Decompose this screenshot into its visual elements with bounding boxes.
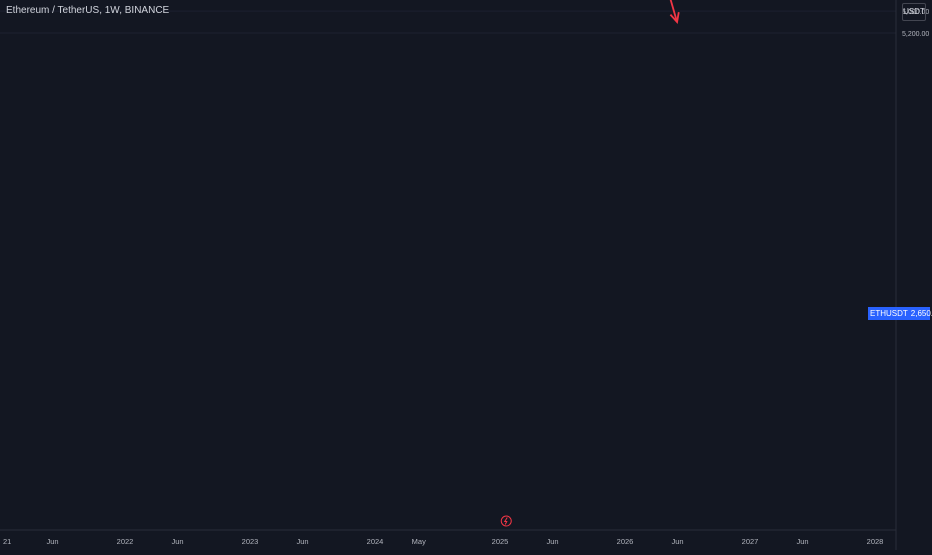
time-axis-label: 2024 [367,537,384,546]
time-axis-label: 2023 [242,537,259,546]
flash-icon[interactable] [500,515,512,527]
time-axis-label: Jun [796,537,808,546]
time-axis-label: 2027 [742,537,759,546]
time-axis-label: 2025 [492,537,509,546]
time-axis-label: 2028 [867,537,884,546]
time-axis-label: 21 [3,537,11,546]
currency-selector[interactable]: USDT [902,3,926,21]
time-axis-label: Jun [546,537,558,546]
time-axis-label: Jun [671,537,683,546]
last-price-symbol: ETHUSDT [870,309,908,318]
time-axis-label: 2022 [117,537,134,546]
time-axis-label: Jun [296,537,308,546]
symbol-title[interactable]: Ethereum / TetherUS, 1W, BINANCE [6,5,170,16]
price-axis-label: 5,200.00 [902,31,929,38]
last-price-value: 2,650.99 [910,309,932,318]
time-axis-label: Jun [171,537,183,546]
time-axis-label: May [412,537,426,546]
flash-icon-glyph [503,517,508,525]
time-axis-label: 2026 [617,537,634,546]
price-axis-label: 5,000.00 [902,9,929,16]
projection-arrowhead-2 [669,12,680,25]
time-axis-label: Jun [46,537,58,546]
